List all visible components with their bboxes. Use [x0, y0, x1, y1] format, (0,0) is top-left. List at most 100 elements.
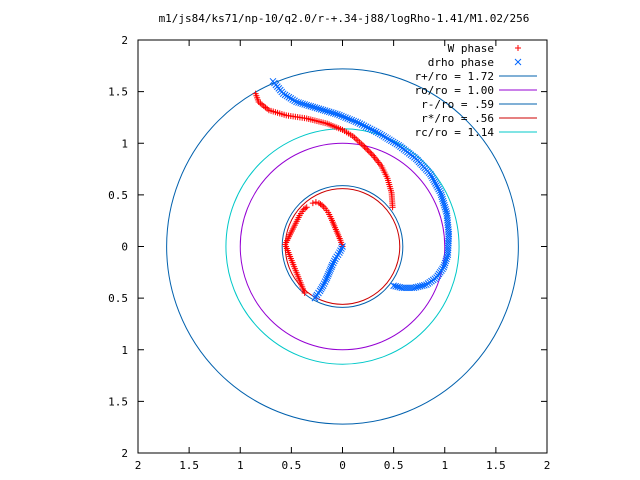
data-point [302, 205, 309, 212]
data-point [444, 251, 452, 259]
data-point [344, 115, 351, 122]
data-point [380, 132, 388, 140]
data-point [387, 137, 395, 145]
data-point [348, 116, 356, 124]
y-axis: 2 1.5 1 0.5 0 0.5 1 1.5 2 [108, 34, 547, 460]
data-point [440, 201, 448, 209]
data-point [443, 253, 451, 261]
data-point [326, 267, 334, 274]
data-point [418, 282, 426, 290]
data-point [339, 243, 346, 250]
data-point [431, 178, 438, 186]
data-point [433, 182, 440, 189]
y-tick-label: 1 [121, 137, 128, 150]
legend-label: ro/ro = 1.00 [415, 84, 494, 97]
data-point [414, 283, 422, 291]
data-point [323, 274, 331, 282]
data-point [327, 265, 335, 273]
data-point [295, 99, 302, 106]
data-point [362, 145, 369, 152]
data-point [378, 131, 386, 139]
y-tick-label: 0 [121, 241, 128, 254]
data-point [440, 199, 448, 207]
data-point [297, 99, 304, 107]
data-point [301, 289, 308, 296]
data-point [331, 255, 339, 263]
y-tick-label: 0.5 [108, 292, 128, 305]
data-point [346, 115, 354, 123]
data-point [281, 91, 289, 99]
data-point [322, 276, 330, 283]
data-point [309, 103, 317, 111]
data-point [416, 282, 424, 290]
y-tick-label: 2 [121, 447, 128, 460]
data-point [391, 139, 399, 147]
data-point [360, 122, 368, 130]
circle-series-ring [239, 142, 446, 351]
point-series [269, 77, 453, 302]
data-point [428, 172, 435, 180]
data-point [359, 142, 366, 149]
data-point [364, 124, 372, 132]
data-point [342, 114, 349, 121]
data-point [287, 95, 295, 102]
data-point [514, 58, 522, 66]
legend-label: drho phase [428, 56, 494, 69]
data-point [354, 119, 362, 126]
data-point [352, 118, 360, 126]
data-point [365, 148, 372, 155]
data-point [432, 180, 439, 187]
x-tick-label: 0 [339, 459, 346, 472]
data-point [291, 97, 298, 105]
data-point [350, 117, 358, 125]
data-point [356, 120, 364, 127]
y-tick-label: 1.5 [108, 86, 128, 99]
data-point [376, 130, 384, 138]
data-point [289, 96, 297, 103]
y-tick-label: 2 [121, 34, 128, 47]
data-point [394, 283, 402, 291]
data-point [437, 189, 445, 197]
data-point [311, 104, 319, 111]
chart-title: m1/js84/ks71/np-10/q2.0/r-+.34-j88/logRh… [159, 12, 530, 25]
data-point [372, 128, 380, 136]
data-point [366, 125, 374, 133]
data-point [362, 123, 370, 131]
data-point [429, 174, 436, 182]
data-point [435, 185, 442, 193]
data-point [311, 294, 319, 302]
data-point [315, 105, 323, 113]
data-point [441, 259, 449, 267]
data-point [382, 134, 390, 141]
data-point [442, 257, 450, 265]
data-point [334, 110, 341, 118]
x-tick-label: 1 [441, 459, 448, 472]
data-point [368, 126, 376, 134]
data-point [301, 101, 309, 108]
data-point [393, 140, 401, 148]
data-point [325, 268, 333, 276]
x-tick-label: 2 [135, 459, 142, 472]
data-point [317, 106, 325, 113]
data-point [438, 193, 446, 201]
data-point [420, 281, 428, 289]
data-point [515, 45, 521, 51]
data-point [325, 270, 332, 278]
legend-label: r*/ro = .56 [421, 112, 494, 125]
circle-series-ring [166, 68, 519, 425]
data-point [392, 282, 400, 290]
data-point [338, 112, 345, 120]
data-point [370, 127, 378, 135]
y-tick-label: 0.5 [108, 189, 128, 202]
data-point [390, 282, 397, 290]
legend-label: r-/ro = .59 [421, 98, 494, 111]
data-point [329, 109, 337, 117]
data-point [337, 247, 344, 254]
y-tick-label: 1 [121, 344, 128, 357]
data-point [328, 263, 335, 271]
data-point [422, 281, 430, 289]
data-point [361, 143, 368, 150]
data-point [436, 187, 443, 195]
